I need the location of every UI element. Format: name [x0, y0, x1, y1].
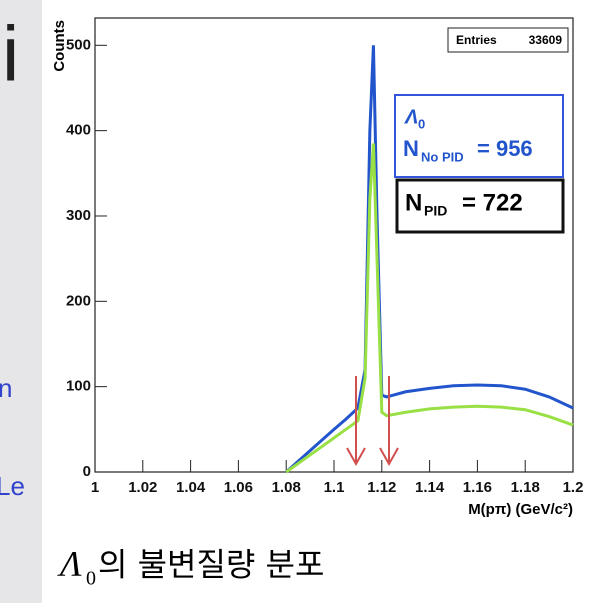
- x-tick-label: 1.18: [511, 479, 540, 496]
- caption: Λ: [57, 543, 82, 583]
- y-tick-label: 400: [66, 122, 91, 139]
- slide-text: Le: [0, 471, 25, 501]
- annotation-box: [395, 178, 565, 234]
- annotation: N: [403, 136, 419, 161]
- annotation-box: [394, 94, 564, 178]
- slide-text: n: [0, 373, 12, 403]
- stats-value: 33609: [529, 33, 563, 47]
- stats-label: Entries: [456, 33, 497, 47]
- x-tick-label: 1.12: [367, 479, 396, 496]
- annotation: PID: [424, 203, 447, 219]
- stats-box: [447, 27, 569, 53]
- annotation: Λ: [404, 106, 418, 128]
- annotation: = 722: [462, 189, 523, 216]
- y-axis-label: Counts: [51, 20, 68, 72]
- cut-arrow-head: [379, 447, 399, 467]
- x-tick-label: 1.06: [224, 479, 253, 496]
- plot-frame: [94, 17, 574, 473]
- x-tick-label: 1.14: [415, 479, 445, 496]
- y-tick-label: 0: [83, 463, 91, 480]
- slide-text: i: [2, 10, 19, 98]
- annotation: No PID: [421, 149, 464, 164]
- x-axis-label: M(pπ) (GeV/c²): [468, 501, 573, 518]
- y-tick-label: 300: [66, 207, 91, 224]
- annotation: N: [405, 189, 422, 216]
- caption: 0: [86, 568, 96, 590]
- y-tick-label: 100: [66, 378, 91, 395]
- x-tick-label: 1.16: [463, 479, 492, 496]
- x-tick-label: 1.2: [563, 479, 584, 496]
- caption: 의 불변질량 분포: [98, 546, 324, 584]
- y-tick-label: 500: [66, 36, 91, 53]
- x-tick-label: 1.08: [272, 479, 301, 496]
- x-tick-label: 1.04: [176, 479, 206, 496]
- x-tick-label: 1.1: [324, 479, 345, 496]
- series-line: [285, 143, 574, 474]
- y-tick-label: 200: [66, 292, 91, 309]
- chart: 0 100 200 300 400 500 1 1.02 1.04 1.06 1.08 1.1 1.12…: [51, 17, 584, 518]
- x-tick-label: 1.02: [128, 479, 157, 496]
- annotation: 0: [418, 116, 425, 131]
- annotation: = 956: [477, 136, 533, 161]
- cut-arrow-head: [346, 447, 366, 467]
- x-tick-label: 1: [91, 479, 99, 496]
